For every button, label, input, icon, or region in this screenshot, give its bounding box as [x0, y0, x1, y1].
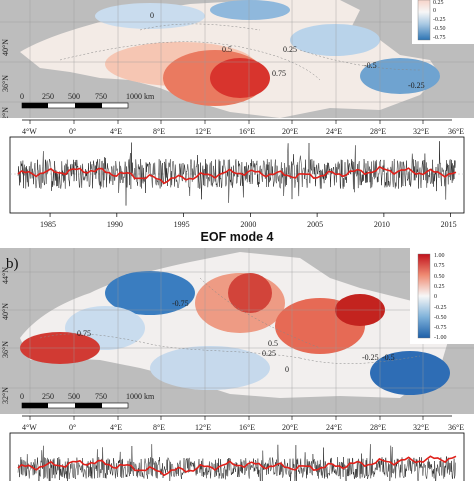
- svg-text:500: 500: [68, 392, 80, 401]
- negative-anomaly-central: [150, 346, 270, 390]
- contour-label: 0.5: [268, 339, 278, 348]
- colorbar-b: 1.00 0.75 0.50 0.25 0 -0.25 -0.50 -0.75 …: [410, 248, 474, 344]
- svg-text:-0.25: -0.25: [433, 17, 446, 23]
- series-smoothed-line: [17, 455, 457, 477]
- lon-label: 20°E: [282, 423, 298, 432]
- lat-label: 32°N: [1, 387, 10, 404]
- contour-label: -0.5: [364, 61, 377, 70]
- svg-text:-0.75: -0.75: [434, 325, 447, 331]
- svg-text:500: 500: [68, 92, 80, 101]
- lat-label: 44°N: [1, 267, 10, 284]
- contour-label: -0.75: [172, 299, 189, 308]
- svg-text:0.25: 0.25: [434, 284, 445, 290]
- lon-label: 28°E: [370, 127, 386, 136]
- svg-text:0: 0: [434, 294, 437, 300]
- x-tick-label: 1995: [174, 220, 190, 229]
- lat-label: 40°N: [1, 303, 10, 320]
- lon-label: 8°E: [153, 127, 165, 136]
- contour-label: -0.25: [362, 353, 379, 362]
- contour-label: 0.25: [262, 349, 276, 358]
- negative-anomaly-levant: [370, 351, 450, 395]
- lon-label: 36°E: [448, 423, 464, 432]
- negative-anomaly-nw: [105, 271, 195, 315]
- x-tick-label: 1990: [107, 220, 123, 229]
- contour-label: -0.5: [382, 353, 395, 362]
- contour-label: 0: [150, 11, 154, 20]
- contour-label: 0: [285, 365, 289, 374]
- svg-text:750: 750: [95, 92, 107, 101]
- panel-b-label: b): [6, 256, 19, 272]
- lat-label: 36°N: [1, 341, 10, 358]
- svg-text:0.25: 0.25: [433, 0, 444, 6]
- scale-bar: 0 250 500 750 1000 km: [20, 392, 155, 409]
- timeseries-a: 1985 1990 1995 2000 2005 2010 2015: [9, 136, 465, 229]
- lon-label: 16°E: [239, 127, 255, 136]
- svg-text:-1.00: -1.00: [434, 335, 447, 341]
- contour-label: 0.25: [283, 45, 297, 54]
- lon-label: 4°W: [22, 127, 37, 136]
- svg-text:0: 0: [20, 92, 24, 101]
- graticule: [0, 248, 474, 424]
- negative-anomaly-nw: [95, 3, 205, 29]
- panel-b-title: EOF mode 4: [200, 230, 274, 244]
- svg-text:0: 0: [433, 8, 436, 14]
- lon-label: 32°E: [413, 127, 429, 136]
- map-panel-b: -0.75 0.75 0.5 0.25 0 -0.25 -0.5 44°N 40…: [0, 248, 474, 424]
- negative-anomaly-aegean: [290, 24, 380, 56]
- map-panel-a: 0 0.5 0.25 0.75 -0.5 -0.25 40°N 36°N 32°…: [0, 0, 474, 128]
- lon-label: 12°E: [195, 127, 211, 136]
- lon-axis-a: 4°W 0° 4°E 8°E 12°E 16°E 20°E 24°E 28°E …: [22, 127, 464, 136]
- contour-label: 0.75: [272, 69, 286, 78]
- lon-label: 12°E: [195, 423, 211, 432]
- svg-text:250: 250: [42, 392, 54, 401]
- series-raw-trace: [17, 141, 456, 206]
- lon-label: 24°E: [326, 127, 342, 136]
- lon-label: 20°E: [282, 127, 298, 136]
- contour-label: 0.75: [77, 329, 91, 338]
- lon-label: 24°E: [326, 423, 342, 432]
- negative-anomaly-ligurian: [210, 0, 290, 20]
- lon-axis-b: 4°W 0° 4°E 8°E 12°E 16°E 20°E 24°E 28°E …: [22, 423, 464, 432]
- lat-label: 36°N: [1, 75, 10, 92]
- x-tick-label: 1985: [40, 220, 56, 229]
- colorbar-a: 0.25 0 -0.25 -0.50 -0.75: [412, 0, 474, 44]
- positive-anomaly-adriatic: [228, 273, 272, 313]
- x-tick-label: 2010: [374, 220, 390, 229]
- x-tick-label: 2000: [240, 220, 256, 229]
- svg-text:1.00: 1.00: [434, 253, 445, 259]
- lon-label: 4°E: [110, 423, 122, 432]
- lon-label: 0°: [69, 127, 76, 136]
- lon-label: 4°W: [22, 423, 37, 432]
- svg-text:1000 km: 1000 km: [126, 392, 155, 401]
- svg-text:-0.25: -0.25: [434, 305, 447, 311]
- lon-label: 16°E: [239, 423, 255, 432]
- svg-text:-0.50: -0.50: [434, 315, 447, 321]
- x-tick-label: 2015: [441, 220, 457, 229]
- svg-text:0.50: 0.50: [434, 274, 445, 280]
- positive-anomaly-core: [210, 58, 270, 98]
- timeseries-b: [9, 432, 465, 481]
- series-smoothed-line: [17, 165, 457, 185]
- lon-label: 4°E: [110, 127, 122, 136]
- svg-text:250: 250: [42, 92, 54, 101]
- contour-label: -0.25: [408, 81, 425, 90]
- lat-label: 40°N: [1, 39, 10, 56]
- lon-label: 0°: [69, 423, 76, 432]
- lon-label: 36°E: [448, 127, 464, 136]
- scale-bar: 0 250 500 750 1000 km: [20, 92, 155, 109]
- lon-label: 32°E: [413, 423, 429, 432]
- contour-label: 0.5: [222, 45, 232, 54]
- svg-text:750: 750: [95, 392, 107, 401]
- lon-label: 28°E: [370, 423, 386, 432]
- svg-text:0.75: 0.75: [434, 263, 445, 269]
- svg-text:-0.75: -0.75: [433, 35, 446, 41]
- x-tick-label: 2005: [307, 220, 323, 229]
- lat-label: 32°N: [1, 107, 10, 124]
- svg-text:-0.50: -0.50: [433, 26, 446, 32]
- svg-text:0: 0: [20, 392, 24, 401]
- svg-text:1000 km: 1000 km: [126, 92, 155, 101]
- lon-label: 8°E: [153, 423, 165, 432]
